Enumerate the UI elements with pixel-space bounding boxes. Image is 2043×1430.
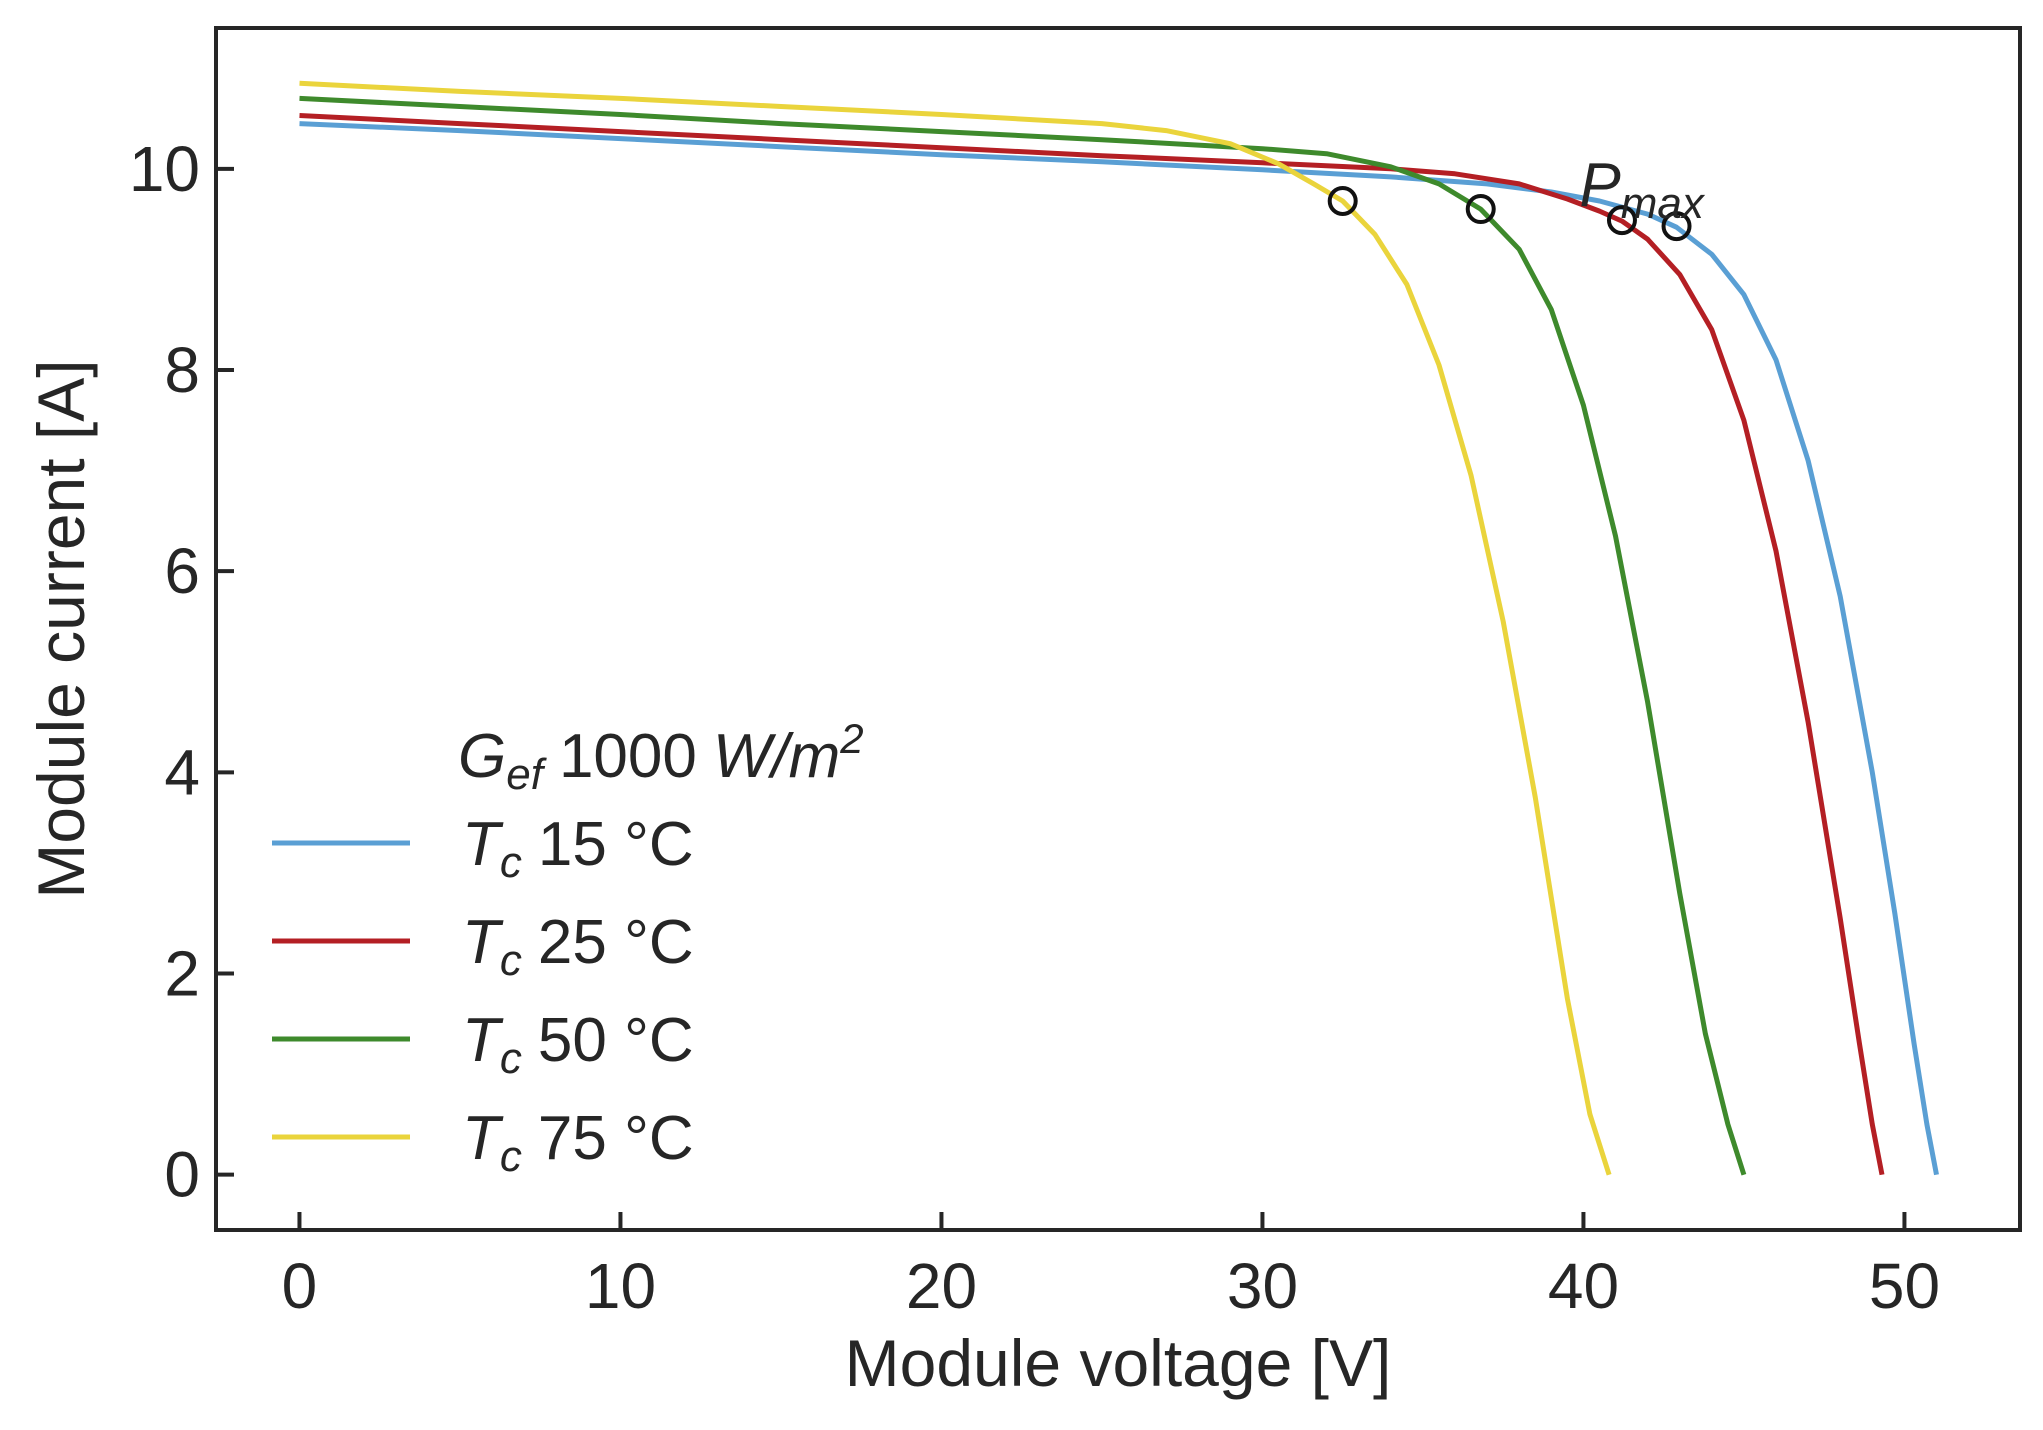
legend-value: 50 °C: [538, 1006, 694, 1075]
x-axis-label: Module voltage [V]: [845, 1326, 1392, 1400]
y-tick-label: 4: [164, 736, 200, 808]
legend-title-value: 1000: [559, 722, 697, 791]
y-tick-label: 6: [164, 535, 200, 607]
pmax-subscript: max: [1621, 179, 1706, 228]
pmax-marker-layer: [1327, 186, 1692, 242]
legend-symbol: T: [462, 908, 504, 977]
pmax-marker-0: [1661, 211, 1692, 242]
y-tick-label: 0: [164, 1139, 200, 1211]
series-layer: [299, 80, 1939, 1176]
legend-subscript: c: [500, 1034, 522, 1083]
x-tick-label: 0: [282, 1250, 318, 1322]
legend-title-unit-exponent: 2: [839, 715, 863, 762]
legend-title: Gef 1000 W/m2: [458, 715, 864, 799]
y-tick-label: 2: [164, 938, 200, 1010]
legend-symbol: T: [462, 1104, 504, 1173]
pmax-annotation: Pmax: [1579, 151, 1705, 228]
y-axis-label: Module current [A]: [24, 359, 98, 898]
x-tick-label: 20: [906, 1250, 977, 1322]
legend-symbol: T: [462, 810, 504, 879]
series-line-1: [299, 113, 1885, 1176]
x-tick-label: 10: [585, 1250, 656, 1322]
y-tick-label: 8: [164, 334, 200, 406]
legend: Gef 1000 W/m2 Tc 15 °C Tc 25 °C Tc 50 °C Tc 75 °C: [272, 715, 864, 1181]
series-line-2: [299, 95, 1747, 1176]
plot-area: [214, 26, 2022, 1232]
legend-symbol: T: [462, 1006, 504, 1075]
legend-value: 75 °C: [538, 1104, 694, 1173]
pmax-marker-1: [1606, 205, 1637, 236]
legend-value: 25 °C: [538, 908, 694, 977]
series-line-3: [299, 80, 1612, 1176]
legend-label-3: Tc 75 °C: [462, 1104, 694, 1181]
legend-subscript: c: [500, 838, 522, 887]
legend-title-subscript: ef: [506, 750, 547, 799]
legend-entries: Tc 15 °C Tc 25 °C Tc 50 °C Tc 75 °C: [272, 810, 694, 1181]
plot-frame: [214, 26, 2022, 1232]
x-axis-ticks: 0 10 20 30 40 50: [282, 1212, 1940, 1322]
legend-label-2: Tc 50 °C: [462, 1006, 694, 1083]
legend-label-1: Tc 25 °C: [462, 908, 694, 985]
x-tick-label: 50: [1869, 1250, 1940, 1322]
legend-subscript: c: [500, 1132, 522, 1181]
x-tick-label: 40: [1548, 1250, 1619, 1322]
legend-title-unit: W/m: [713, 722, 840, 791]
pmax-marker-2: [1465, 194, 1496, 225]
pmax-marker-3: [1327, 186, 1358, 217]
series-line-0: [299, 121, 1939, 1176]
legend-value: 15 °C: [538, 810, 694, 879]
legend-title-symbol: G: [458, 722, 506, 791]
pmax-symbol: P: [1579, 151, 1620, 220]
y-axis-ticks: 0 2 4 6 8 10: [129, 133, 234, 1211]
x-tick-label: 30: [1227, 1250, 1298, 1322]
legend-subscript: c: [500, 936, 522, 985]
y-tick-label: 10: [129, 133, 200, 205]
legend-label-0: Tc 15 °C: [462, 810, 694, 887]
